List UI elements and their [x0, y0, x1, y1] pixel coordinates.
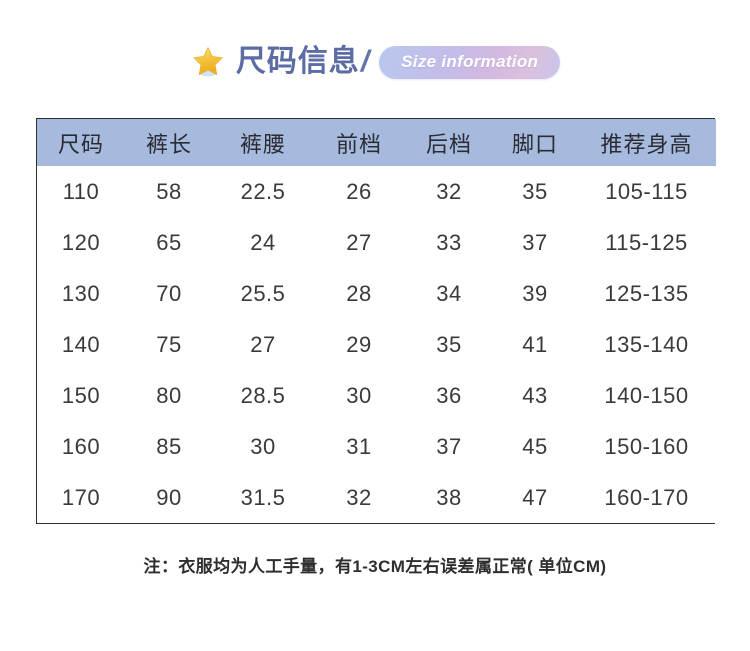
cell-leg-opening: 43: [522, 382, 548, 408]
column-header-back-rise: 后档: [425, 131, 472, 157]
cell-waist: 28.5: [240, 382, 286, 408]
column-header-waist: 裤腰: [239, 131, 286, 157]
cell-back-rise: 34: [436, 280, 462, 306]
cell-leg-opening: 35: [522, 178, 548, 204]
cell-front-rise: 27: [346, 229, 372, 255]
cell-size: 160: [61, 433, 101, 459]
table-row: 150 80 28.5 30 36 43 140-150: [37, 370, 716, 421]
column-header-leg-opening: 脚口: [511, 131, 558, 157]
table-row: 110 58 22.5 26 32 35 105-115: [37, 166, 716, 217]
table-row: 140 75 27 29 35 41 135-140: [37, 319, 716, 370]
cell-recommended-height: 140-150: [604, 382, 689, 408]
page-title: 尺码信息: [235, 45, 360, 78]
column-header-front-rise: 前档: [335, 131, 382, 157]
size-information-badge: Size information: [379, 45, 561, 79]
cell-back-rise: 33: [436, 229, 462, 255]
page-header: 尺码信息 / Size information: [0, 36, 750, 88]
cell-pant-length: 75: [156, 331, 182, 357]
cell-leg-opening: 47: [522, 484, 548, 510]
cell-recommended-height: 150-160: [604, 433, 689, 459]
cell-pant-length: 90: [156, 484, 182, 510]
cell-recommended-height: 135-140: [604, 331, 689, 357]
size-table: 尺码 裤长 裤腰 前档 后档 脚口 推荐身高 110 58 22.5 26 32…: [37, 119, 716, 523]
title-separator: /: [360, 45, 370, 78]
cell-waist: 31.5: [240, 484, 286, 510]
table-row: 170 90 31.5 32 38 47 160-170: [37, 472, 716, 523]
cell-back-rise: 37: [436, 433, 462, 459]
cell-recommended-height: 105-115: [605, 178, 688, 204]
cell-size: 130: [61, 280, 101, 306]
cell-back-rise: 32: [436, 178, 462, 204]
column-header-size: 尺码: [57, 131, 104, 157]
badge-label: Size information: [401, 52, 539, 71]
size-table-container: 尺码 裤长 裤腰 前档 后档 脚口 推荐身高 110 58 22.5 26 32…: [36, 118, 716, 524]
cell-front-rise: 26: [346, 178, 372, 204]
cell-recommended-height: 125-135: [604, 280, 689, 306]
cell-front-rise: 29: [346, 331, 372, 357]
cell-leg-opening: 37: [522, 229, 548, 255]
cell-size: 150: [61, 382, 101, 408]
cell-waist: 27: [250, 331, 276, 357]
cell-leg-opening: 41: [522, 331, 548, 357]
cell-size: 110: [62, 178, 100, 204]
cell-leg-opening: 45: [522, 433, 548, 459]
cell-size: 120: [61, 229, 101, 255]
cell-size: 170: [61, 484, 101, 510]
cell-back-rise: 38: [436, 484, 462, 510]
cell-front-rise: 31: [346, 433, 372, 459]
cell-leg-opening: 39: [522, 280, 548, 306]
column-header-recommended-height: 推荐身高: [600, 131, 693, 157]
cell-front-rise: 32: [346, 484, 372, 510]
cell-back-rise: 35: [436, 331, 462, 357]
cell-recommended-height: 160-170: [604, 484, 689, 510]
column-header-pant-length: 裤长: [145, 131, 192, 157]
cell-pant-length: 70: [156, 280, 182, 306]
cell-waist: 30: [250, 433, 276, 459]
cell-pant-length: 58: [156, 178, 182, 204]
table-body: 110 58 22.5 26 32 35 105-115 120 65 24 2…: [37, 166, 716, 523]
table-row: 120 65 24 27 33 37 115-125: [37, 217, 716, 268]
cell-back-rise: 36: [436, 382, 462, 408]
cell-waist: 24: [250, 229, 276, 255]
table-row: 160 85 30 31 37 45 150-160: [37, 421, 716, 472]
table-row: 130 70 25.5 28 34 39 125-135: [37, 268, 716, 319]
cell-pant-length: 85: [156, 433, 182, 459]
star-icon: [190, 44, 226, 80]
cell-waist: 25.5: [240, 280, 286, 306]
table-header-row: 尺码 裤长 裤腰 前档 后档 脚口 推荐身高: [37, 119, 716, 166]
cell-front-rise: 28: [346, 280, 372, 306]
cell-pant-length: 65: [156, 229, 182, 255]
measurement-note: 注：衣服均为人工手量，有1-3CM左右误差属正常( 单位CM): [143, 557, 607, 576]
cell-front-rise: 30: [346, 382, 372, 408]
cell-pant-length: 80: [156, 382, 182, 408]
cell-size: 140: [61, 331, 101, 357]
cell-waist: 22.5: [240, 178, 286, 204]
table-header: 尺码 裤长 裤腰 前档 后档 脚口 推荐身高: [37, 119, 716, 166]
cell-recommended-height: 115-125: [605, 229, 688, 255]
